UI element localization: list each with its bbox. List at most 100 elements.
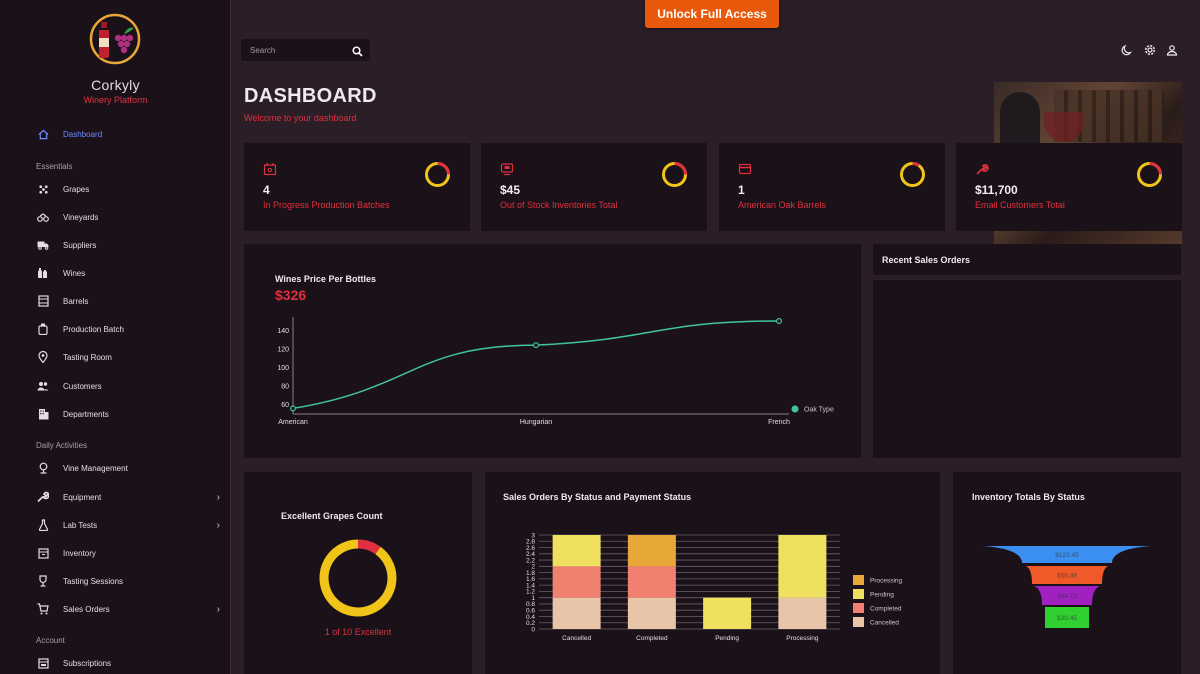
sidebar-item-label: Barrels — [63, 296, 89, 306]
corkyly-logo — [88, 12, 142, 66]
data-point — [533, 342, 540, 349]
chart-big-value: $326 — [275, 287, 307, 303]
gear-icon[interactable] — [1143, 43, 1157, 57]
stat-value: 4 — [263, 183, 270, 197]
nav-section-essentials: Essentials — [36, 162, 73, 171]
nav-section-account: Account — [36, 636, 65, 645]
page-subtitle: Welcome to your dashboard — [244, 113, 357, 123]
chevron-right-icon[interactable]: › — [216, 519, 220, 531]
x-tick-label: Completed — [636, 635, 668, 642]
y-tick-label: 0 — [531, 626, 535, 633]
sidebar-item-vineyards[interactable]: Vineyards — [36, 207, 226, 227]
cart-icon — [36, 602, 50, 616]
stat-ring — [662, 162, 687, 187]
chart-title: Wines Price Per Bottles — [275, 274, 376, 284]
bar-segment — [703, 597, 752, 629]
sidebar-item-vine-management[interactable]: Vine Management — [36, 458, 226, 478]
sidebar-item-label: Wines — [63, 268, 86, 278]
user-icon[interactable] — [1165, 43, 1179, 57]
sidebar-item-inventory[interactable]: Inventory — [36, 543, 226, 563]
y-tick-label: 2.6 — [526, 545, 535, 552]
sidebar-item-equipment[interactable]: Equipment › — [36, 487, 226, 507]
legend-swatch — [853, 575, 864, 585]
sidebar-item-lab-tests[interactable]: Lab Tests › — [36, 515, 226, 535]
sidebar-item-label: Lab Tests — [63, 520, 98, 530]
x-tick-label: Pending — [715, 635, 739, 642]
stat-label: American Oak Barrels — [738, 200, 827, 210]
donut-slice — [357, 539, 381, 555]
line-chart: 60 80 100 120 140 American Hungarian French Oak … — [277, 317, 834, 426]
x-tick-label: French — [768, 419, 790, 426]
y-tick-label: 80 — [281, 384, 289, 391]
funnel-label: $58.49 — [1057, 573, 1077, 580]
legend-swatch — [853, 589, 864, 599]
trophy-icon — [36, 574, 50, 588]
data-point — [289, 405, 296, 412]
funnel-label: $30.45 — [1057, 615, 1077, 622]
grapes-icon — [36, 182, 50, 196]
sidebar-item-label: Tasting Sessions — [63, 576, 124, 586]
y-tick-label: 0.6 — [526, 608, 535, 615]
y-tick-label: 1 — [531, 595, 535, 602]
chevron-right-icon[interactable]: › — [216, 603, 220, 615]
sidebar-item-production-batch[interactable]: Production Batch — [36, 319, 226, 339]
search-icon[interactable] — [352, 44, 363, 62]
x-tick-label: American — [278, 419, 308, 426]
wrench-icon — [36, 490, 50, 504]
stat-label: In Progress Production Batches — [263, 200, 390, 210]
sidebar-item-tasting-room[interactable]: Tasting Room — [36, 347, 226, 367]
sidebar-item-label: Vineyards — [63, 212, 99, 222]
chevron-right-icon[interactable]: › — [216, 491, 220, 503]
search-box — [241, 39, 370, 61]
subscription-icon — [36, 656, 50, 670]
moon-icon[interactable] — [1120, 43, 1134, 57]
funnel-segment — [1026, 566, 1108, 584]
sidebar: Corkyly Winery Platform Dashboard Essent… — [0, 0, 231, 674]
sidebar-item-suppliers[interactable]: Suppliers — [36, 235, 226, 255]
batch-icon — [36, 322, 50, 336]
legend-label: Cancelled — [870, 620, 899, 627]
sidebar-item-subscriptions[interactable]: Subscriptions — [36, 653, 226, 673]
recent-sales-header: Recent Sales Orders — [873, 244, 1181, 275]
y-tick-label: 1.2 — [526, 589, 535, 596]
legend-swatch-oak-type — [791, 405, 799, 413]
sidebar-item-barrels[interactable]: Barrels — [36, 291, 226, 311]
inventory-status-title: Inventory Totals By Status — [972, 492, 1085, 502]
inventory-icon — [36, 546, 50, 560]
bar-segment — [778, 597, 827, 629]
inventory-status-panel: Inventory Totals By Status $122.45 $58.49… — [953, 472, 1181, 674]
sidebar-item-label: Inventory — [63, 548, 96, 558]
funnel-label: $44.73 — [1057, 593, 1077, 600]
stat-value: $45 — [500, 183, 521, 197]
stat-ring — [900, 162, 925, 187]
y-tick-label: 2.2 — [526, 557, 535, 564]
y-tick-label: 3 — [531, 532, 535, 539]
sidebar-item-grapes[interactable]: Grapes — [36, 179, 226, 199]
y-tick-label: 140 — [277, 328, 289, 335]
unlock-full-access-button[interactable]: Unlock Full Access — [645, 0, 779, 28]
sidebar-item-label: Vine Management — [63, 463, 128, 473]
sidebar-item-wines[interactable]: Wines — [36, 263, 226, 283]
barrel-icon — [36, 294, 50, 308]
grapes-donut-chart — [319, 539, 397, 617]
sidebar-item-customers[interactable]: Customers — [36, 376, 226, 396]
grapes-caption: 1 of 10 Excellent — [324, 627, 392, 637]
y-tick-label: 60 — [281, 402, 289, 409]
sidebar-item-tasting-sessions[interactable]: Tasting Sessions — [36, 571, 226, 591]
stat-card-out-of-stock: $45 Out of Stock Inventories Total — [481, 143, 707, 231]
sidebar-item-sales-orders[interactable]: Sales Orders › — [36, 599, 226, 619]
search-input[interactable] — [250, 45, 345, 55]
funnel-segment — [1034, 586, 1100, 605]
stat-value: $11,700 — [975, 183, 1018, 197]
sidebar-item-label: Grapes — [63, 184, 90, 194]
recent-sales-list — [873, 280, 1181, 458]
y-tick-label: 0.8 — [526, 601, 535, 608]
sidebar-item-dashboard[interactable]: Dashboard — [36, 124, 226, 144]
sidebar-item-label: Tasting Room — [63, 352, 112, 362]
funnel-label: $122.45 — [1055, 552, 1079, 559]
page-title: DASHBOARD — [244, 85, 377, 107]
bar-segment — [552, 566, 601, 598]
sidebar-item-label: Production Batch — [63, 324, 124, 334]
sidebar-item-departments[interactable]: Departments — [36, 404, 226, 424]
flask-icon — [36, 518, 50, 532]
